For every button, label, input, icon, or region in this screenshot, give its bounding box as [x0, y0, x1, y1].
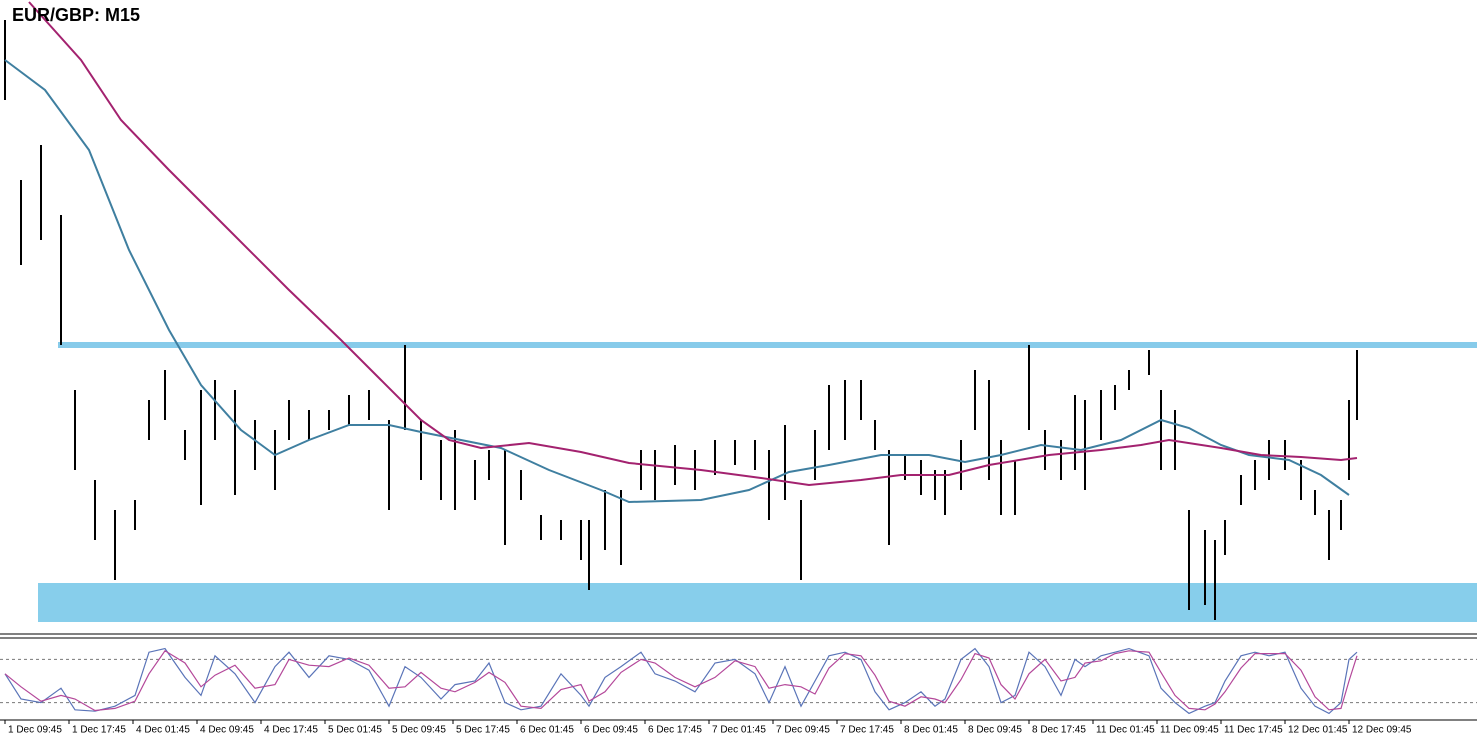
- x-tick-label: 4 Dec 17:45: [264, 725, 318, 735]
- x-tick-label: 11 Dec 09:45: [1160, 725, 1219, 735]
- x-tick-label: 6 Dec 17:45: [648, 725, 702, 735]
- support-zone: [38, 583, 1477, 622]
- x-tick-label: 11 Dec 01:45: [1096, 725, 1155, 735]
- oscillator-line: [4, 649, 1358, 712]
- moving-average: [28, 1, 1358, 487]
- x-tick-label: 1 Dec 09:45: [8, 725, 62, 735]
- x-tick-label: 12 Dec 01:45: [1288, 725, 1348, 735]
- x-tick-label: 5 Dec 17:45: [456, 725, 510, 735]
- x-tick-label: 12 Dec 09:45: [1352, 725, 1412, 735]
- price-panel: [4, 1, 1477, 622]
- oscillator-panel: [0, 647, 1477, 715]
- x-tick-label: 7 Dec 17:45: [840, 725, 894, 735]
- x-tick-label: 11 Dec 17:45: [1224, 725, 1283, 735]
- x-tick-label: 7 Dec 01:45: [712, 725, 766, 735]
- x-tick-label: 5 Dec 01:45: [328, 725, 382, 735]
- x-tick-label: 7 Dec 09:45: [776, 725, 830, 735]
- x-tick-label: 6 Dec 09:45: [584, 725, 638, 735]
- x-tick-label: 8 Dec 01:45: [904, 725, 958, 735]
- x-tick-label: 5 Dec 09:45: [392, 725, 446, 735]
- x-tick-label: 8 Dec 09:45: [968, 725, 1022, 735]
- chart-title: EUR/GBP: M15: [12, 5, 140, 25]
- moving-average: [4, 59, 1350, 504]
- x-tick-label: 8 Dec 17:45: [1032, 725, 1086, 735]
- time-axis: 1 Dec 09:45 1 Dec 17:45 4 Dec 01:45 4 Dec 0…: [4, 720, 1412, 735]
- x-tick-label: 6 Dec 01:45: [520, 725, 574, 735]
- x-tick-label: 4 Dec 09:45: [200, 725, 254, 735]
- x-tick-label: 1 Dec 17:45: [72, 725, 126, 735]
- oscillator-line: [4, 647, 1358, 715]
- x-tick-label: 4 Dec 01:45: [136, 725, 190, 735]
